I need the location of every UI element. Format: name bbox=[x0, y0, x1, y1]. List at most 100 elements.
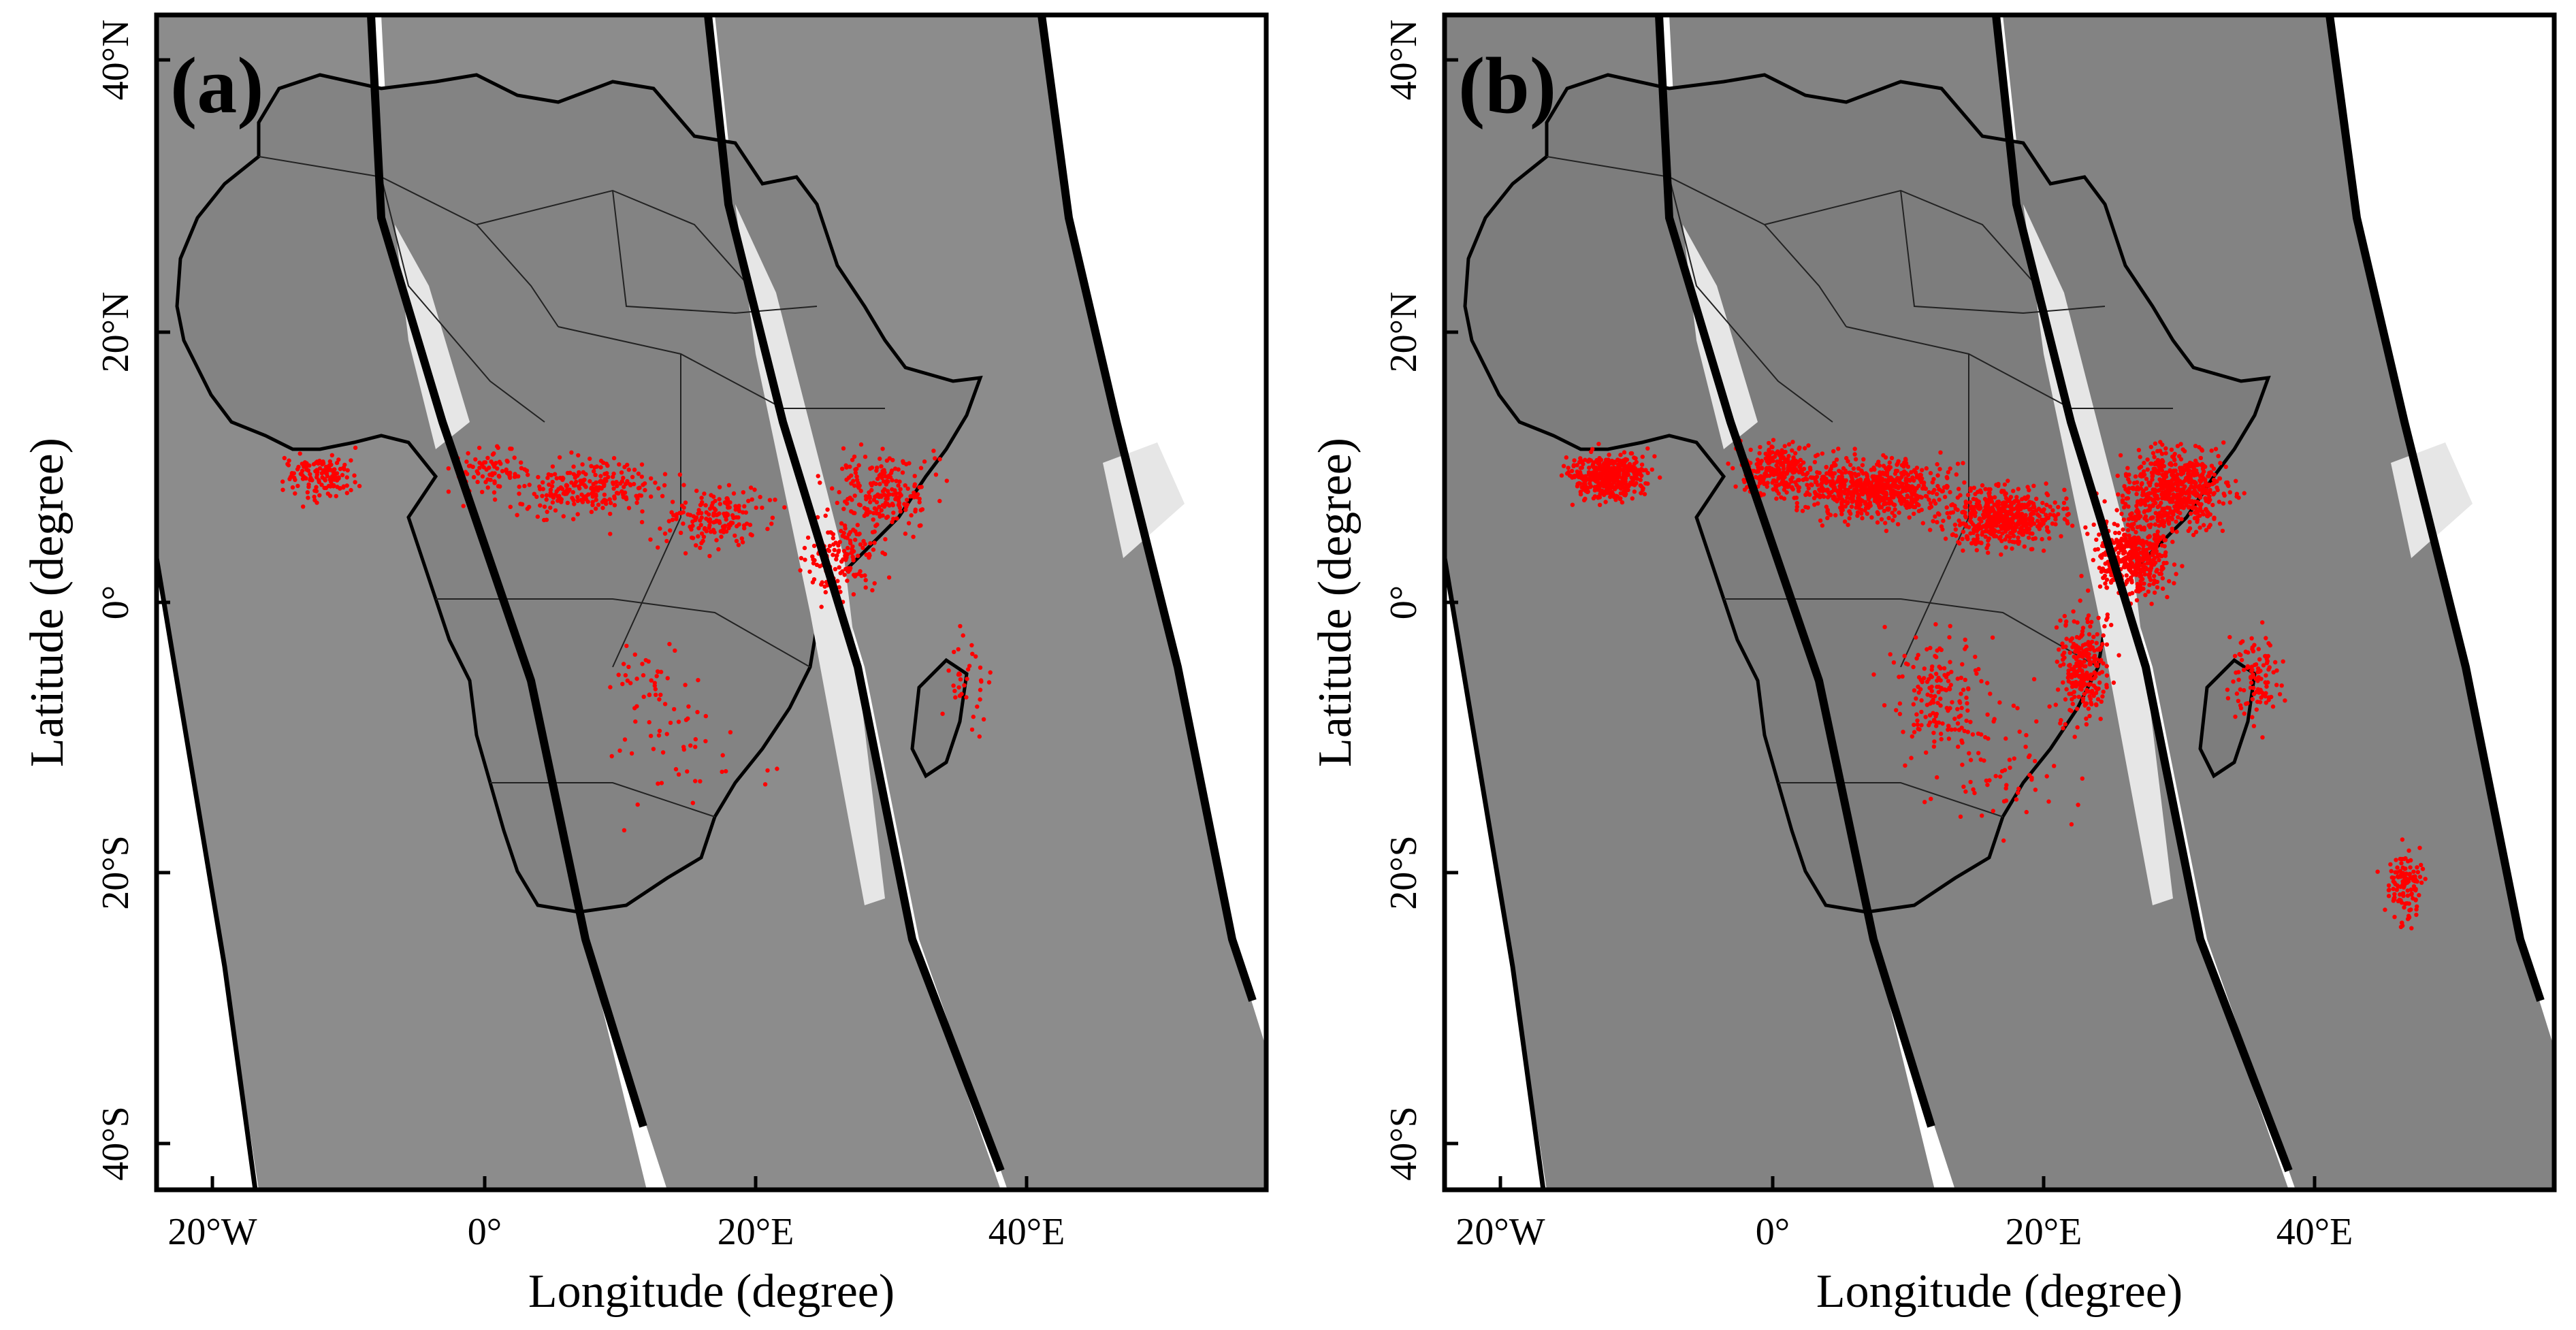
fire-point bbox=[2133, 474, 2138, 479]
panel-label: (b) bbox=[1458, 41, 1556, 130]
fire-point bbox=[2260, 620, 2265, 625]
fire-point bbox=[2072, 694, 2077, 699]
fire-point bbox=[758, 495, 762, 500]
fire-point bbox=[2089, 702, 2094, 707]
fire-point bbox=[1614, 493, 1619, 498]
fire-point bbox=[2121, 527, 2125, 532]
fire-point bbox=[2269, 694, 2274, 700]
fire-point bbox=[1741, 477, 1746, 483]
fire-point bbox=[699, 515, 704, 520]
fire-point bbox=[1925, 647, 1929, 652]
fire-point bbox=[2079, 668, 2084, 673]
fire-point bbox=[314, 485, 319, 489]
fire-point bbox=[2132, 539, 2137, 544]
fire-points bbox=[280, 430, 993, 833]
fire-point bbox=[2147, 571, 2153, 577]
fire-point bbox=[2154, 483, 2159, 488]
fire-point bbox=[357, 483, 362, 489]
fire-point bbox=[2396, 898, 2401, 904]
fire-point bbox=[1865, 480, 1869, 485]
fire-point bbox=[629, 751, 634, 756]
fire-point bbox=[2050, 521, 2055, 526]
fire-point bbox=[2094, 640, 2099, 645]
fire-point bbox=[1575, 469, 1579, 474]
fire-point bbox=[1597, 495, 1603, 500]
fire-point bbox=[688, 743, 693, 748]
fire-point bbox=[2395, 883, 2400, 888]
fire-point bbox=[2142, 460, 2146, 466]
fire-point bbox=[1960, 510, 1965, 515]
fire-point bbox=[958, 677, 963, 682]
fire-point bbox=[683, 500, 688, 505]
fire-point bbox=[871, 517, 875, 522]
fire-point bbox=[2033, 759, 2038, 764]
fire-point bbox=[700, 500, 705, 505]
fire-point bbox=[1890, 518, 1895, 523]
fire-point bbox=[1892, 492, 1897, 497]
fire-point bbox=[623, 481, 628, 487]
fire-point bbox=[1805, 483, 1809, 487]
fire-point bbox=[570, 490, 575, 495]
fire-point bbox=[1853, 457, 1858, 461]
fire-point bbox=[1959, 738, 1964, 743]
fire-point bbox=[623, 672, 628, 678]
fire-point bbox=[1578, 481, 1583, 486]
fire-point bbox=[1963, 500, 1968, 504]
fire-point bbox=[1997, 700, 2002, 705]
fire-point bbox=[703, 713, 709, 719]
fire-point bbox=[846, 569, 851, 574]
fire-point bbox=[2065, 521, 2070, 525]
fire-point bbox=[836, 549, 841, 554]
fire-point bbox=[2056, 504, 2061, 510]
fire-point bbox=[853, 537, 858, 542]
fire-point bbox=[1914, 497, 1919, 502]
fire-point bbox=[1753, 474, 1758, 480]
fire-point bbox=[298, 472, 303, 476]
fire-point bbox=[2217, 500, 2222, 504]
fire-point bbox=[1922, 676, 1927, 681]
fire-point bbox=[2027, 500, 2032, 504]
fire-point bbox=[2179, 466, 2185, 470]
fire-point bbox=[2014, 495, 2019, 500]
fire-point bbox=[594, 464, 599, 469]
fire-point bbox=[2186, 470, 2191, 474]
fire-point bbox=[525, 506, 530, 511]
fire-point bbox=[2406, 915, 2411, 920]
fire-point bbox=[1901, 730, 1905, 734]
fire-point bbox=[656, 669, 660, 675]
fire-point bbox=[2052, 500, 2057, 505]
fire-point bbox=[908, 494, 914, 499]
fire-point bbox=[2024, 504, 2029, 509]
fire-point bbox=[2121, 517, 2127, 522]
fire-point bbox=[1884, 493, 1888, 498]
fire-point bbox=[2111, 680, 2116, 685]
fire-point bbox=[2003, 786, 2008, 791]
fire-point bbox=[1935, 684, 1939, 690]
fire-point bbox=[639, 519, 645, 525]
fire-point bbox=[1806, 492, 1812, 497]
fire-point bbox=[1790, 475, 1794, 480]
fire-point bbox=[2400, 920, 2404, 926]
fire-point bbox=[1771, 459, 1775, 464]
fire-point bbox=[798, 568, 803, 573]
fire-point bbox=[338, 466, 343, 472]
fire-point bbox=[2116, 530, 2121, 536]
fire-point bbox=[2129, 522, 2134, 527]
fire-point bbox=[2234, 691, 2240, 696]
fire-point bbox=[2137, 466, 2142, 470]
x-tick-label: 0° bbox=[1756, 1211, 1790, 1253]
fire-point bbox=[2124, 580, 2129, 585]
fire-point bbox=[1916, 508, 1922, 513]
fire-point bbox=[2103, 552, 2108, 557]
fire-point bbox=[2160, 464, 2165, 469]
fire-point bbox=[1999, 523, 2003, 529]
fire-point bbox=[2185, 462, 2191, 468]
fire-point bbox=[1608, 494, 1613, 500]
fire-point bbox=[2245, 665, 2250, 670]
fire-point bbox=[2002, 768, 2008, 773]
fire-point bbox=[958, 623, 963, 629]
fire-point bbox=[1859, 508, 1864, 513]
fire-point bbox=[1927, 497, 1931, 502]
fire-point bbox=[1916, 690, 1921, 695]
fire-point bbox=[1575, 463, 1579, 468]
